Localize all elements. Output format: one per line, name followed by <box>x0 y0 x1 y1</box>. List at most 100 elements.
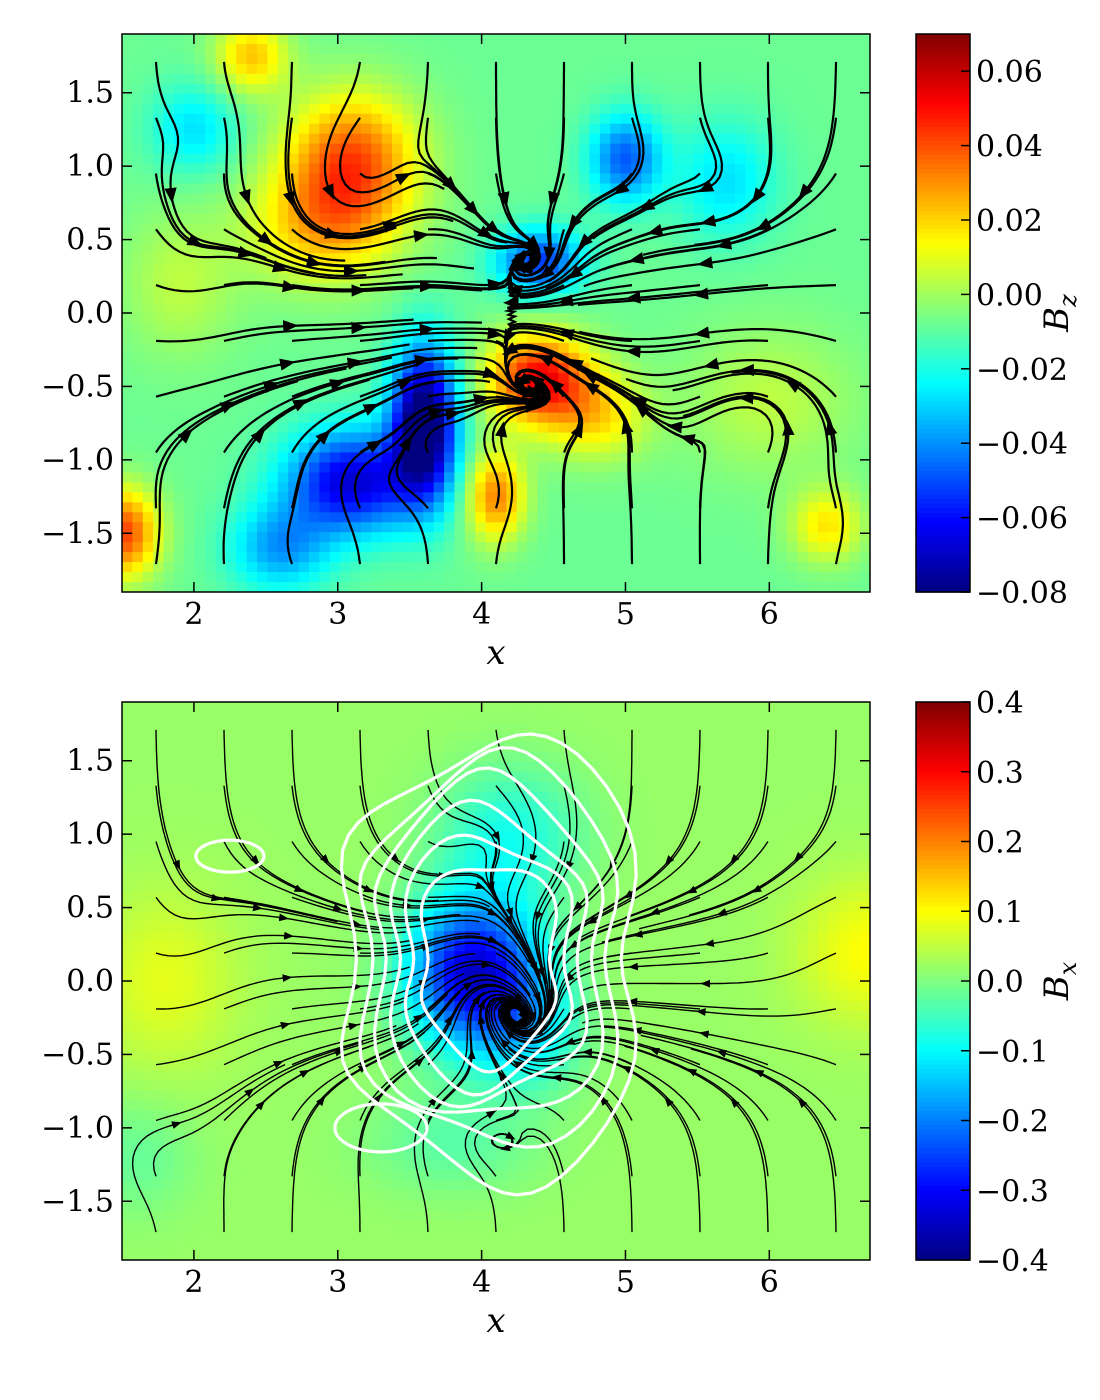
heatmap-cell <box>142 981 154 992</box>
heatmap-cell <box>693 163 705 175</box>
heatmap-cell <box>163 462 175 474</box>
heatmap-cell <box>537 223 549 234</box>
heatmap-cell <box>485 582 497 592</box>
heatmap-cell <box>683 43 694 55</box>
heatmap-cell <box>153 1240 165 1251</box>
heatmap-cell <box>371 293 383 304</box>
heatmap-cell <box>288 113 300 125</box>
heatmap-cell <box>610 223 622 234</box>
heatmap-cell <box>849 133 861 145</box>
heatmap-cell <box>589 422 601 434</box>
heatmap-cell <box>340 113 352 125</box>
heatmap-cell <box>859 572 870 583</box>
heatmap-cell <box>683 552 694 563</box>
heatmap-cell <box>610 163 622 175</box>
heatmap-cell <box>547 183 559 195</box>
heatmap-cell <box>818 462 830 474</box>
heatmap-cell <box>277 173 289 185</box>
heatmap-cell <box>267 103 279 115</box>
heatmap-cell <box>153 512 165 523</box>
heatmap-cell <box>392 123 404 135</box>
heatmap-cell <box>184 761 196 773</box>
heatmap-cell <box>568 283 580 294</box>
heatmap-cell <box>849 322 861 334</box>
heatmap-cell <box>464 73 476 85</box>
heatmap-cell <box>693 372 705 384</box>
heatmap-cell <box>246 422 258 434</box>
heatmap-cell <box>620 432 632 444</box>
heatmap-cell <box>724 502 736 513</box>
heatmap-cell <box>547 582 559 592</box>
heatmap-cell <box>537 332 549 344</box>
heatmap-cell <box>215 303 227 314</box>
heatmap-cell <box>672 293 684 304</box>
heatmap-cell <box>392 432 404 444</box>
heatmap-cell <box>745 183 757 195</box>
heatmap-cell <box>142 322 154 334</box>
heatmap-cell <box>122 63 133 75</box>
heatmap-cell <box>173 562 185 573</box>
heatmap-cell <box>215 781 227 793</box>
heatmap-cell <box>527 93 539 105</box>
heatmap-cell <box>163 801 175 813</box>
heatmap-cell <box>132 173 144 185</box>
heatmap-cell <box>205 1250 217 1260</box>
heatmap-cell <box>132 1240 144 1251</box>
heatmap-cell <box>662 502 674 513</box>
heatmap-cell <box>132 1250 144 1260</box>
heatmap-cell <box>142 73 154 85</box>
heatmap-cell <box>454 362 466 374</box>
heatmap-cell <box>163 93 175 105</box>
heatmap-cell <box>849 342 861 354</box>
heatmap-cell <box>153 173 165 185</box>
heatmap-cell <box>506 53 518 65</box>
heatmap-cell <box>402 34 414 45</box>
heatmap-cell <box>537 153 549 165</box>
heatmap-cell <box>236 283 248 294</box>
heatmap-cell <box>205 711 217 723</box>
heatmap-cell <box>122 153 133 165</box>
heatmap-cell <box>641 482 653 493</box>
heatmap-cell <box>724 253 736 264</box>
heatmap-cell <box>496 253 507 264</box>
heatmap-cell <box>496 452 507 464</box>
heatmap-cell <box>547 422 559 434</box>
heatmap-cell <box>163 1080 175 1092</box>
heatmap-cell <box>257 572 269 583</box>
heatmap-cell <box>153 1180 165 1191</box>
heatmap-cell <box>412 512 424 523</box>
heatmap-cell <box>714 362 726 374</box>
heatmap-cell <box>610 243 622 254</box>
heatmap-cell <box>651 93 663 105</box>
heatmap-cell <box>641 133 653 145</box>
heatmap-cell <box>267 452 279 464</box>
heatmap-cell <box>319 582 331 592</box>
heatmap-cell <box>122 542 133 553</box>
heatmap-cell <box>194 851 206 863</box>
heatmap-cell <box>527 362 539 374</box>
heatmap-cell <box>173 981 185 992</box>
heatmap-cell <box>153 303 165 314</box>
heatmap-cell <box>132 532 144 543</box>
colorbar-swatch <box>916 182 970 189</box>
heatmap-cell <box>194 821 206 833</box>
heatmap-cell <box>132 322 144 334</box>
heatmap-cell <box>838 372 850 384</box>
heatmap-cell <box>215 382 227 394</box>
heatmap-cell <box>558 143 570 155</box>
heatmap-cell <box>599 532 611 543</box>
heatmap-cell <box>309 562 320 573</box>
heatmap-cell <box>579 342 591 354</box>
heatmap-cell <box>672 303 684 314</box>
heatmap-cell <box>703 482 715 493</box>
heatmap-cell <box>444 582 456 592</box>
heatmap-cell <box>246 103 258 115</box>
heatmap-cell <box>433 382 445 394</box>
heatmap-cell <box>818 34 830 45</box>
heatmap-cell <box>464 83 476 95</box>
heatmap-cell <box>423 83 435 95</box>
heatmap-cell <box>236 203 248 214</box>
heatmap-cell <box>859 273 870 284</box>
heatmap-cell <box>475 522 487 533</box>
heatmap-cell <box>838 273 850 284</box>
